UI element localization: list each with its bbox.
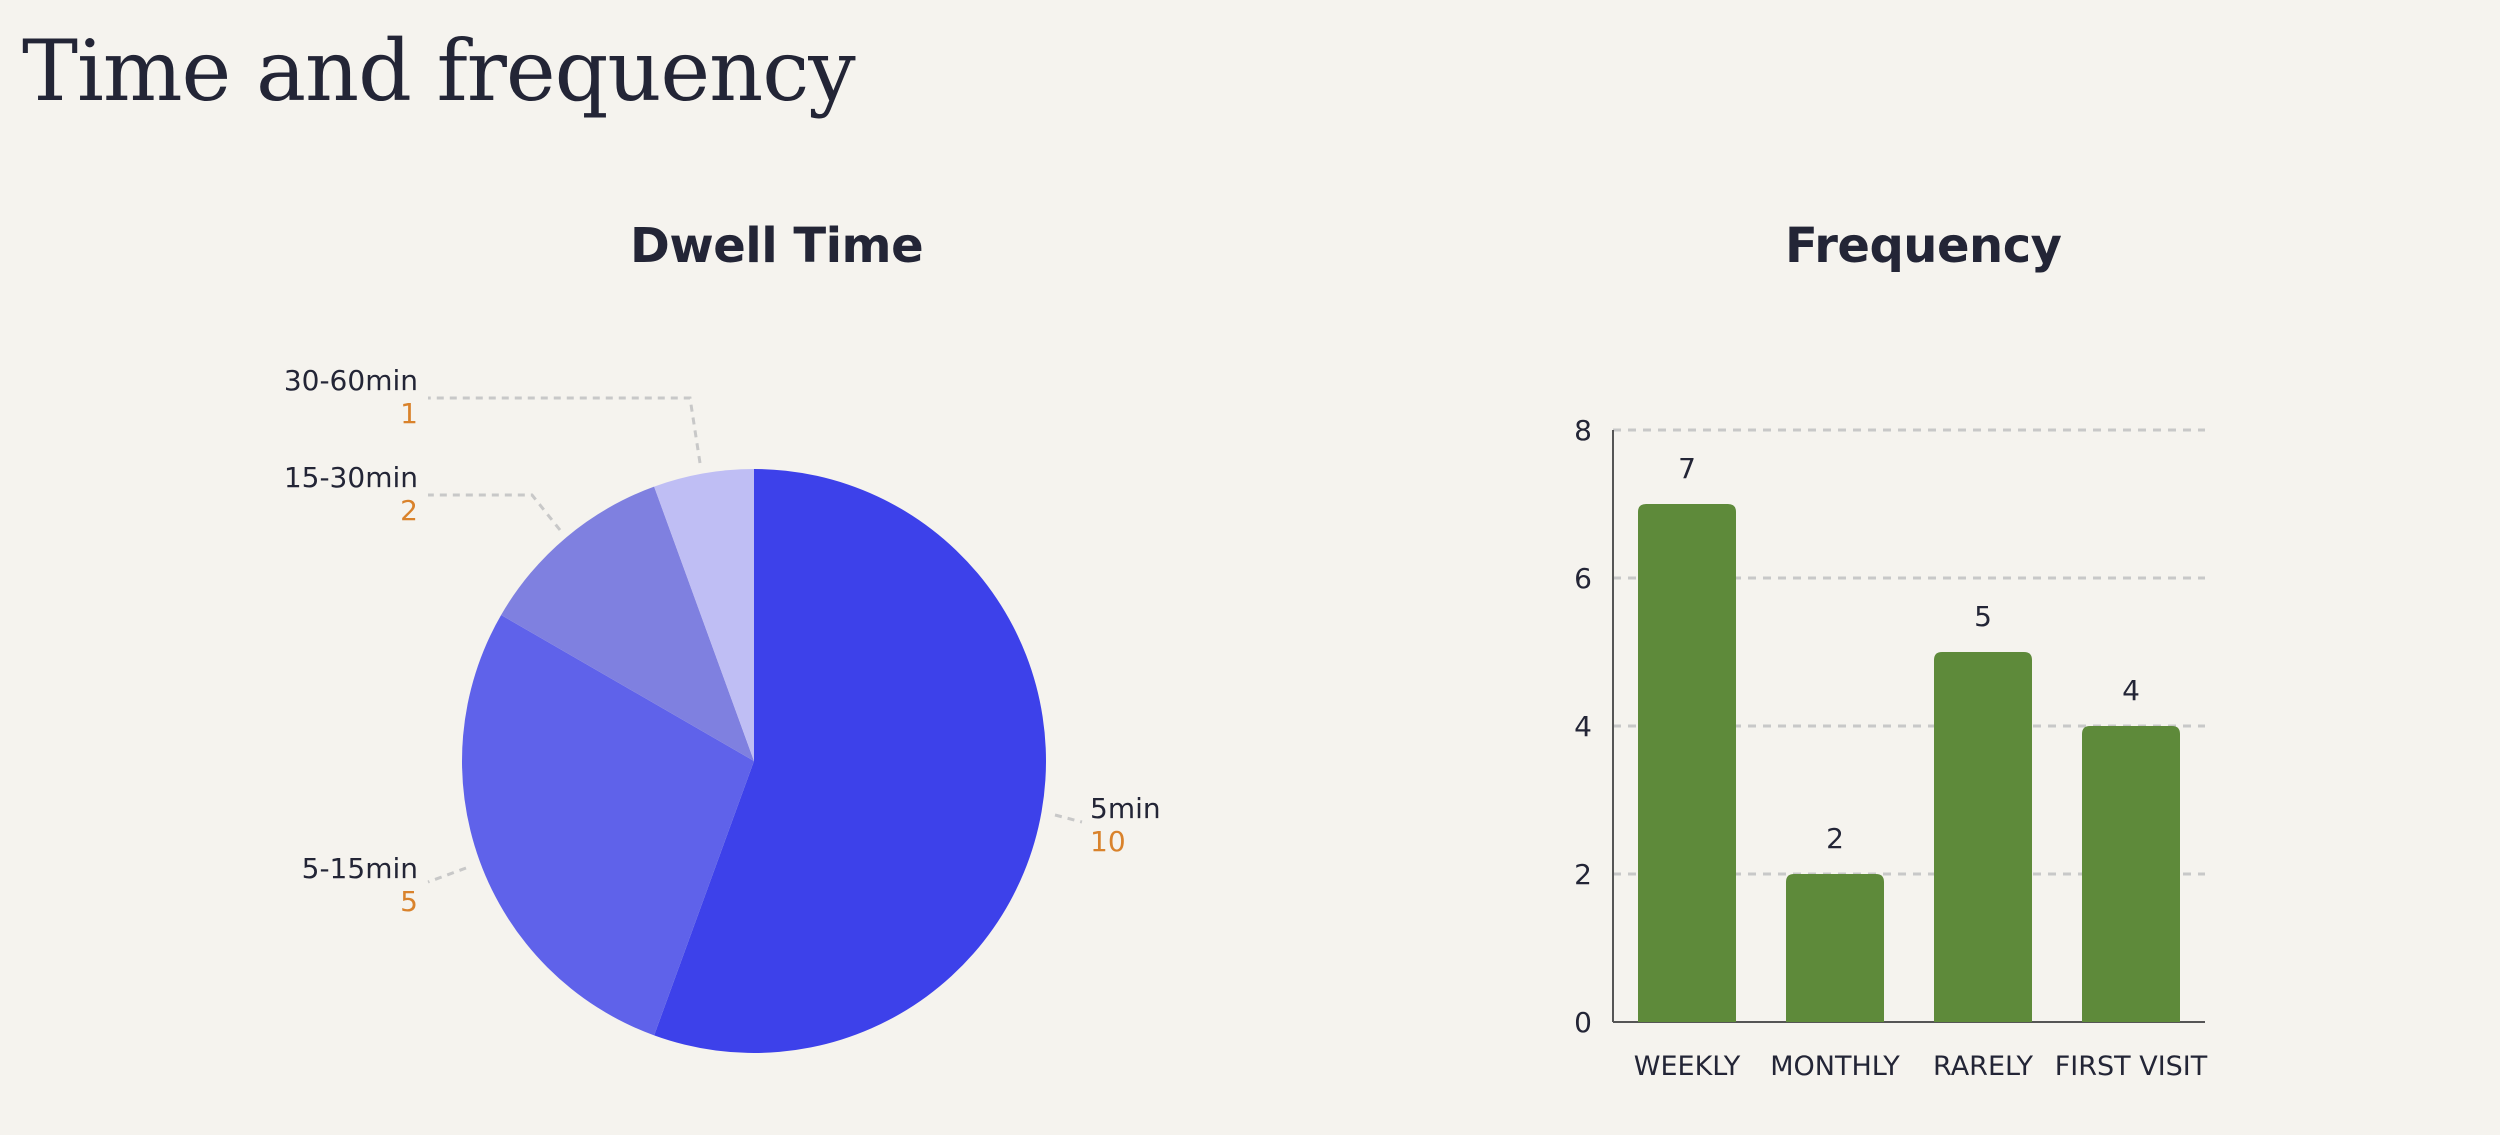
pie-slice-30-60min — [654, 469, 754, 761]
pie-slice-5min — [654, 469, 1046, 1053]
slice-value: 1 — [400, 397, 418, 430]
pie-slice-5-15min — [461, 615, 754, 1036]
y-tick-label: 8 — [1574, 414, 1592, 447]
x-category-label: FIRST VISIT — [2055, 1051, 2208, 1082]
slice-value: 5 — [400, 885, 418, 918]
y-tick-label: 0 — [1574, 1006, 1592, 1039]
bar-value-label: 7 — [1678, 452, 1696, 485]
slice-label: 15-30min — [284, 461, 418, 494]
x-category-label: MONTHLY — [1770, 1051, 1900, 1082]
x-category-label: RARELY — [1933, 1051, 2033, 1082]
y-tick-label: 4 — [1574, 710, 1592, 743]
y-tick-label: 6 — [1574, 562, 1592, 595]
bar-value-label: 2 — [1826, 822, 1844, 855]
bar-value-label: 4 — [2122, 674, 2140, 707]
y-tick-label: 2 — [1574, 858, 1592, 891]
pie-slice-15-30min — [501, 486, 754, 761]
bar-monthly — [1786, 874, 1884, 1022]
leader-line-5min — [1054, 813, 1083, 824]
slice-label: 30-60min — [284, 364, 418, 397]
slice-label: 5-15min — [302, 852, 418, 885]
bar-first-visit — [2082, 726, 2180, 1022]
bar-rarely — [1934, 652, 2032, 1022]
frequency-bar-chart: 0 2 4 6 8 7 WEEKLY 2 MONTHLY 5 RARELY 4 FIRST VISIT — [1574, 414, 2208, 1082]
x-category-label: WEEKLY — [1634, 1051, 1741, 1082]
leader-line-5-15min — [427, 866, 467, 884]
pie-chart-title: Dwell Time — [630, 218, 924, 274]
bar-weekly — [1638, 504, 1736, 1022]
slice-value: 10 — [1090, 825, 1126, 858]
slice-value: 2 — [400, 494, 418, 527]
leader-line-15-30min — [428, 493, 562, 531]
leader-line-30-60min — [428, 396, 702, 464]
bar-chart-title: Frequency — [1785, 218, 2062, 274]
page-title: Time and frequency — [22, 22, 856, 120]
bar-value-label: 5 — [1974, 600, 1992, 633]
slice-label: 5min — [1090, 792, 1161, 825]
